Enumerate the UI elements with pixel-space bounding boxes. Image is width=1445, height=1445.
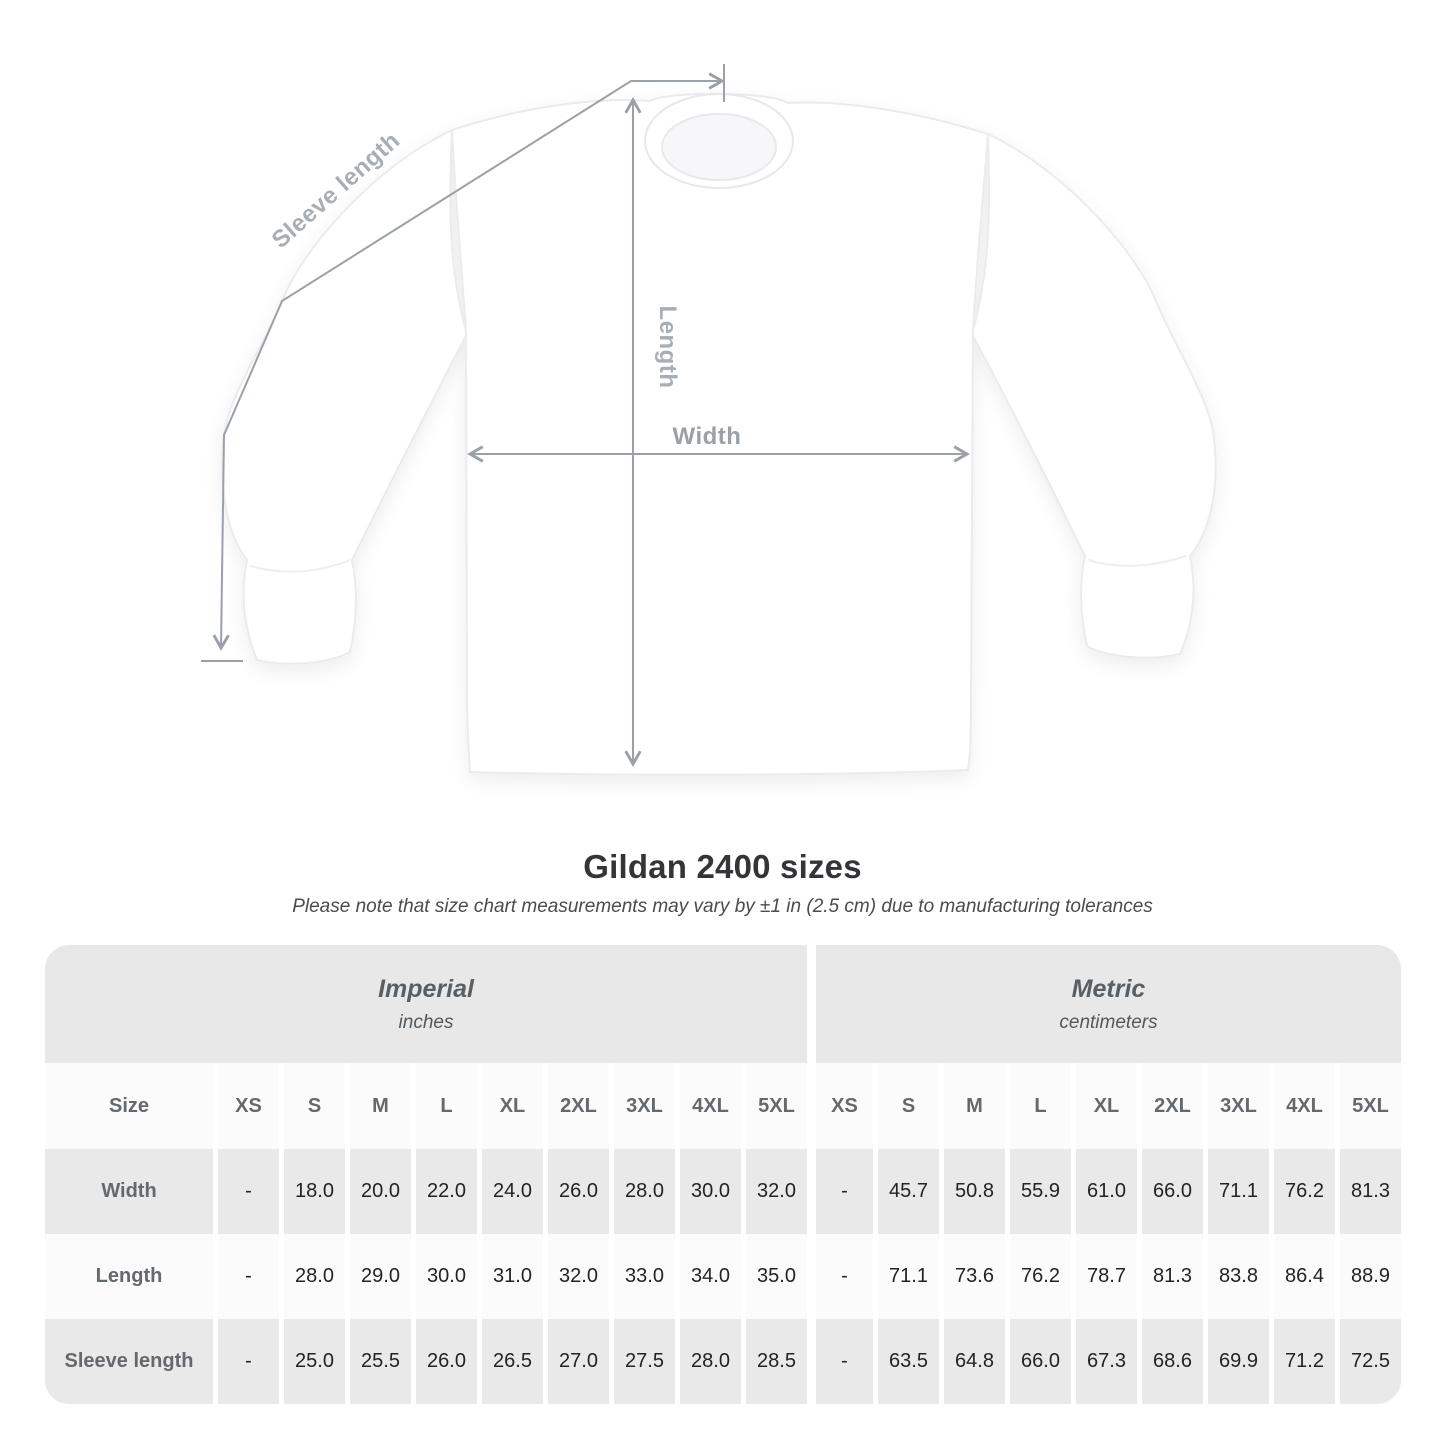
page-subtitle: Please note that size chart measurements… xyxy=(292,896,1153,917)
cell-value: 61.0 xyxy=(1076,1149,1137,1234)
size-col-header: 5XL xyxy=(746,1063,807,1149)
cell-value: 25.0 xyxy=(284,1319,345,1404)
cell-value: - xyxy=(812,1234,873,1319)
cell-value: 50.8 xyxy=(944,1149,1005,1234)
cell-value: 78.7 xyxy=(1076,1234,1137,1319)
cell-value: 63.5 xyxy=(878,1319,939,1404)
cell-value: 72.5 xyxy=(1340,1319,1401,1404)
unit-group-unit: inches xyxy=(398,1011,454,1033)
cell-value: 26.0 xyxy=(416,1319,477,1404)
cell-value: 34.0 xyxy=(680,1234,741,1319)
cell-value: 55.9 xyxy=(1010,1149,1071,1234)
cell-value: 27.0 xyxy=(548,1319,609,1404)
cell-value: 83.8 xyxy=(1208,1234,1269,1319)
cell-value: 81.3 xyxy=(1340,1149,1401,1234)
cell-value: 73.6 xyxy=(944,1234,1005,1319)
cell-value: 71.1 xyxy=(878,1234,939,1319)
unit-group-imperial: Imperial inches xyxy=(45,945,807,1063)
cell-value: 64.8 xyxy=(944,1319,1005,1404)
unit-group-name: Imperial xyxy=(378,974,474,1003)
cell-value: - xyxy=(812,1149,873,1234)
shirt-right-cuff-seam xyxy=(1087,555,1187,567)
cell-value: 28.5 xyxy=(746,1319,807,1404)
cell-value: 71.2 xyxy=(1274,1319,1335,1404)
cell-value: 28.0 xyxy=(680,1319,741,1404)
cell-value: 25.5 xyxy=(350,1319,411,1404)
unit-group-metric: Metric centimeters xyxy=(812,945,1401,1063)
size-col-header: S xyxy=(284,1063,345,1149)
cell-value: 76.2 xyxy=(1010,1234,1071,1319)
size-col-header: 3XL xyxy=(614,1063,675,1149)
cell-value: 71.1 xyxy=(1208,1149,1269,1234)
cell-value: 26.5 xyxy=(482,1319,543,1404)
cell-value: 86.4 xyxy=(1274,1234,1335,1319)
cell-value: 32.0 xyxy=(746,1149,807,1234)
unit-group-name: Metric xyxy=(1071,974,1146,1003)
size-col-header: XL xyxy=(1076,1063,1137,1149)
cell-value: 24.0 xyxy=(482,1149,543,1234)
size-col-header: 5XL xyxy=(1340,1063,1401,1149)
cell-value: 20.0 xyxy=(350,1149,411,1234)
cell-value: 18.0 xyxy=(284,1149,345,1234)
cell-value: 45.7 xyxy=(878,1149,939,1234)
cell-value: - xyxy=(812,1319,873,1404)
size-col-header: L xyxy=(416,1063,477,1149)
cell-value: 28.0 xyxy=(614,1149,675,1234)
length-label: Length xyxy=(654,306,681,389)
shirt-left-sleeve xyxy=(221,128,469,665)
cell-value: 27.5 xyxy=(614,1319,675,1404)
size-col-header: 3XL xyxy=(1208,1063,1269,1149)
cell-value: 88.9 xyxy=(1340,1234,1401,1319)
shirt-diagram: Sleeve length Length Width xyxy=(201,64,1217,776)
size-col-header: L xyxy=(1010,1063,1071,1149)
cell-value: - xyxy=(218,1149,279,1234)
row-label-width: Width xyxy=(45,1149,213,1234)
cell-value: - xyxy=(218,1234,279,1319)
cell-value: 67.3 xyxy=(1076,1319,1137,1404)
size-table: Imperial inches Metric centimeters Size … xyxy=(45,945,1401,1404)
cell-value: 31.0 xyxy=(482,1234,543,1319)
shirt-collar-inner xyxy=(661,113,777,181)
cell-value: 69.9 xyxy=(1208,1319,1269,1404)
cell-value: 68.6 xyxy=(1142,1319,1203,1404)
cell-value: 30.0 xyxy=(680,1149,741,1234)
cell-value: 35.0 xyxy=(746,1234,807,1319)
size-col-header: XL xyxy=(482,1063,543,1149)
cell-value: 81.3 xyxy=(1142,1234,1203,1319)
cell-value: 32.0 xyxy=(548,1234,609,1319)
cell-value: 33.0 xyxy=(614,1234,675,1319)
size-col-header: S xyxy=(878,1063,939,1149)
size-col-header: XS xyxy=(218,1063,279,1149)
size-col-header: 4XL xyxy=(1274,1063,1335,1149)
size-col-header: M xyxy=(350,1063,411,1149)
cell-value: 29.0 xyxy=(350,1234,411,1319)
size-col-header: 2XL xyxy=(548,1063,609,1149)
row-label-length: Length xyxy=(45,1234,213,1319)
sleeve-length-measure-line xyxy=(212,72,725,651)
page-title: Gildan 2400 sizes xyxy=(583,848,862,885)
shirt-right-sleeve xyxy=(970,132,1217,659)
size-header-label: Size xyxy=(45,1063,213,1149)
size-col-header: 4XL xyxy=(680,1063,741,1149)
cell-value: - xyxy=(218,1319,279,1404)
row-label-sleeve-length: Sleeve length xyxy=(45,1319,213,1404)
size-col-header: M xyxy=(944,1063,1005,1149)
cell-value: 22.0 xyxy=(416,1149,477,1234)
cell-value: 30.0 xyxy=(416,1234,477,1319)
size-col-header: 2XL xyxy=(1142,1063,1203,1149)
unit-group-unit: centimeters xyxy=(1059,1011,1158,1033)
size-col-header: XS xyxy=(812,1063,873,1149)
width-label: Width xyxy=(673,423,742,450)
cell-value: 28.0 xyxy=(284,1234,345,1319)
cell-value: 76.2 xyxy=(1274,1149,1335,1234)
cell-value: 26.0 xyxy=(548,1149,609,1234)
cell-value: 66.0 xyxy=(1142,1149,1203,1234)
cell-value: 66.0 xyxy=(1010,1319,1071,1404)
